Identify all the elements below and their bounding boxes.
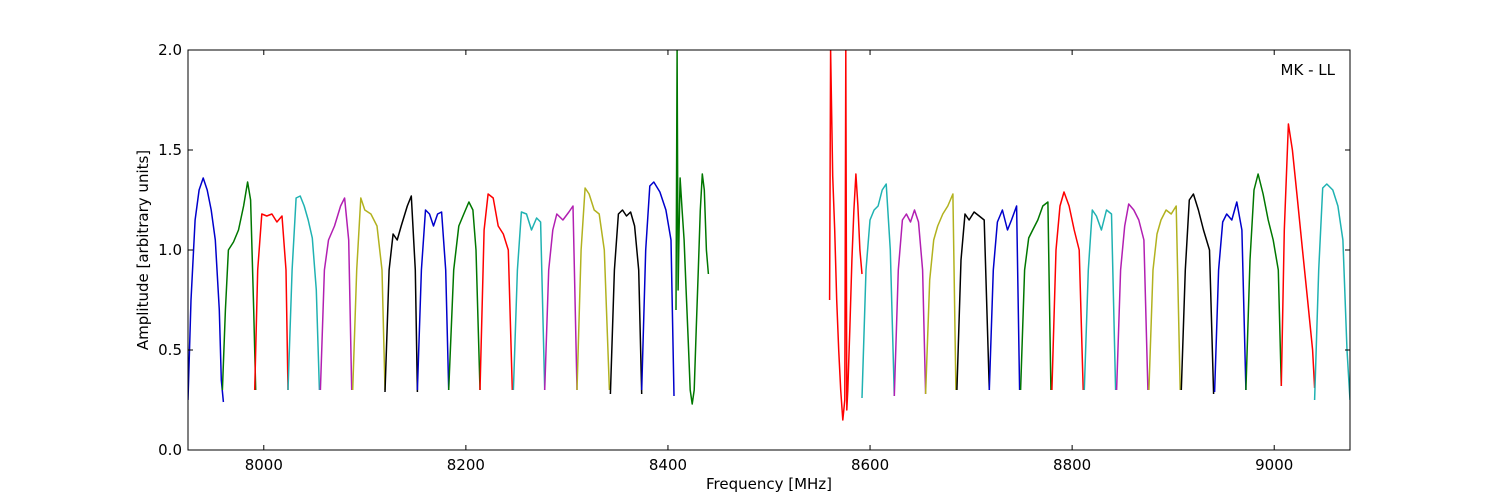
y-tick-label: 1.5 — [158, 141, 182, 159]
series-line-19 — [893, 209, 927, 397]
series-line-3 — [253, 213, 289, 391]
series-line-5 — [319, 197, 353, 391]
series-line-21 — [956, 211, 991, 391]
series-line-11 — [512, 211, 546, 391]
series-line-32 — [1313, 183, 1350, 401]
series-line-9 — [447, 201, 481, 391]
y-tick-label: 1.0 — [158, 241, 182, 259]
series-line-23 — [1019, 201, 1052, 391]
x-axis-label: Frequency [MHz] — [706, 475, 832, 493]
x-tick-label: 8600 — [851, 456, 889, 474]
series-line-7 — [384, 195, 419, 393]
series-line-13 — [576, 187, 611, 391]
series-line-4 — [287, 195, 321, 391]
series-line-26 — [1115, 203, 1149, 391]
series-line-31 — [1280, 123, 1316, 389]
series-line-24 — [1051, 191, 1084, 391]
y-axis-label: Amplitude [arbitrary units] — [134, 150, 152, 350]
x-tick-label: 9000 — [1255, 456, 1293, 474]
series-line-22 — [988, 205, 1021, 391]
x-tick-label: 8200 — [447, 456, 485, 474]
series-line-2 — [221, 181, 257, 391]
series-line-6 — [351, 197, 386, 391]
x-tick-label: 8000 — [245, 456, 283, 474]
x-tick-label: 8400 — [649, 456, 687, 474]
series-line-25 — [1083, 209, 1117, 391]
series-line-28 — [1180, 193, 1215, 395]
series-line-8 — [416, 209, 450, 391]
series-line-20 — [924, 193, 957, 395]
series-line-12 — [543, 205, 578, 391]
series-line-17 — [828, 50, 863, 421]
series-line-1 — [188, 177, 225, 403]
series-line-16 — [675, 50, 710, 405]
chart-annotation: MK - LL — [1281, 61, 1336, 79]
y-tick-label: 2.0 — [158, 41, 182, 59]
series-line-30 — [1245, 173, 1283, 391]
series-line-15 — [640, 181, 675, 397]
y-tick-label: 0.5 — [158, 341, 182, 359]
series-line-18 — [861, 183, 896, 399]
y-tick-label: 0.0 — [158, 441, 182, 459]
series-line-29 — [1213, 201, 1247, 393]
series-line-14 — [609, 209, 643, 395]
series-line-27 — [1148, 205, 1181, 391]
x-tick-label: 8800 — [1053, 456, 1091, 474]
tick-layer: 8000 8200 8400 8600 8800 9000 0.0 0.5 1.0 1.5 2.0 — [158, 41, 1350, 474]
series-layer — [188, 50, 1350, 421]
series-line-10 — [479, 193, 514, 391]
